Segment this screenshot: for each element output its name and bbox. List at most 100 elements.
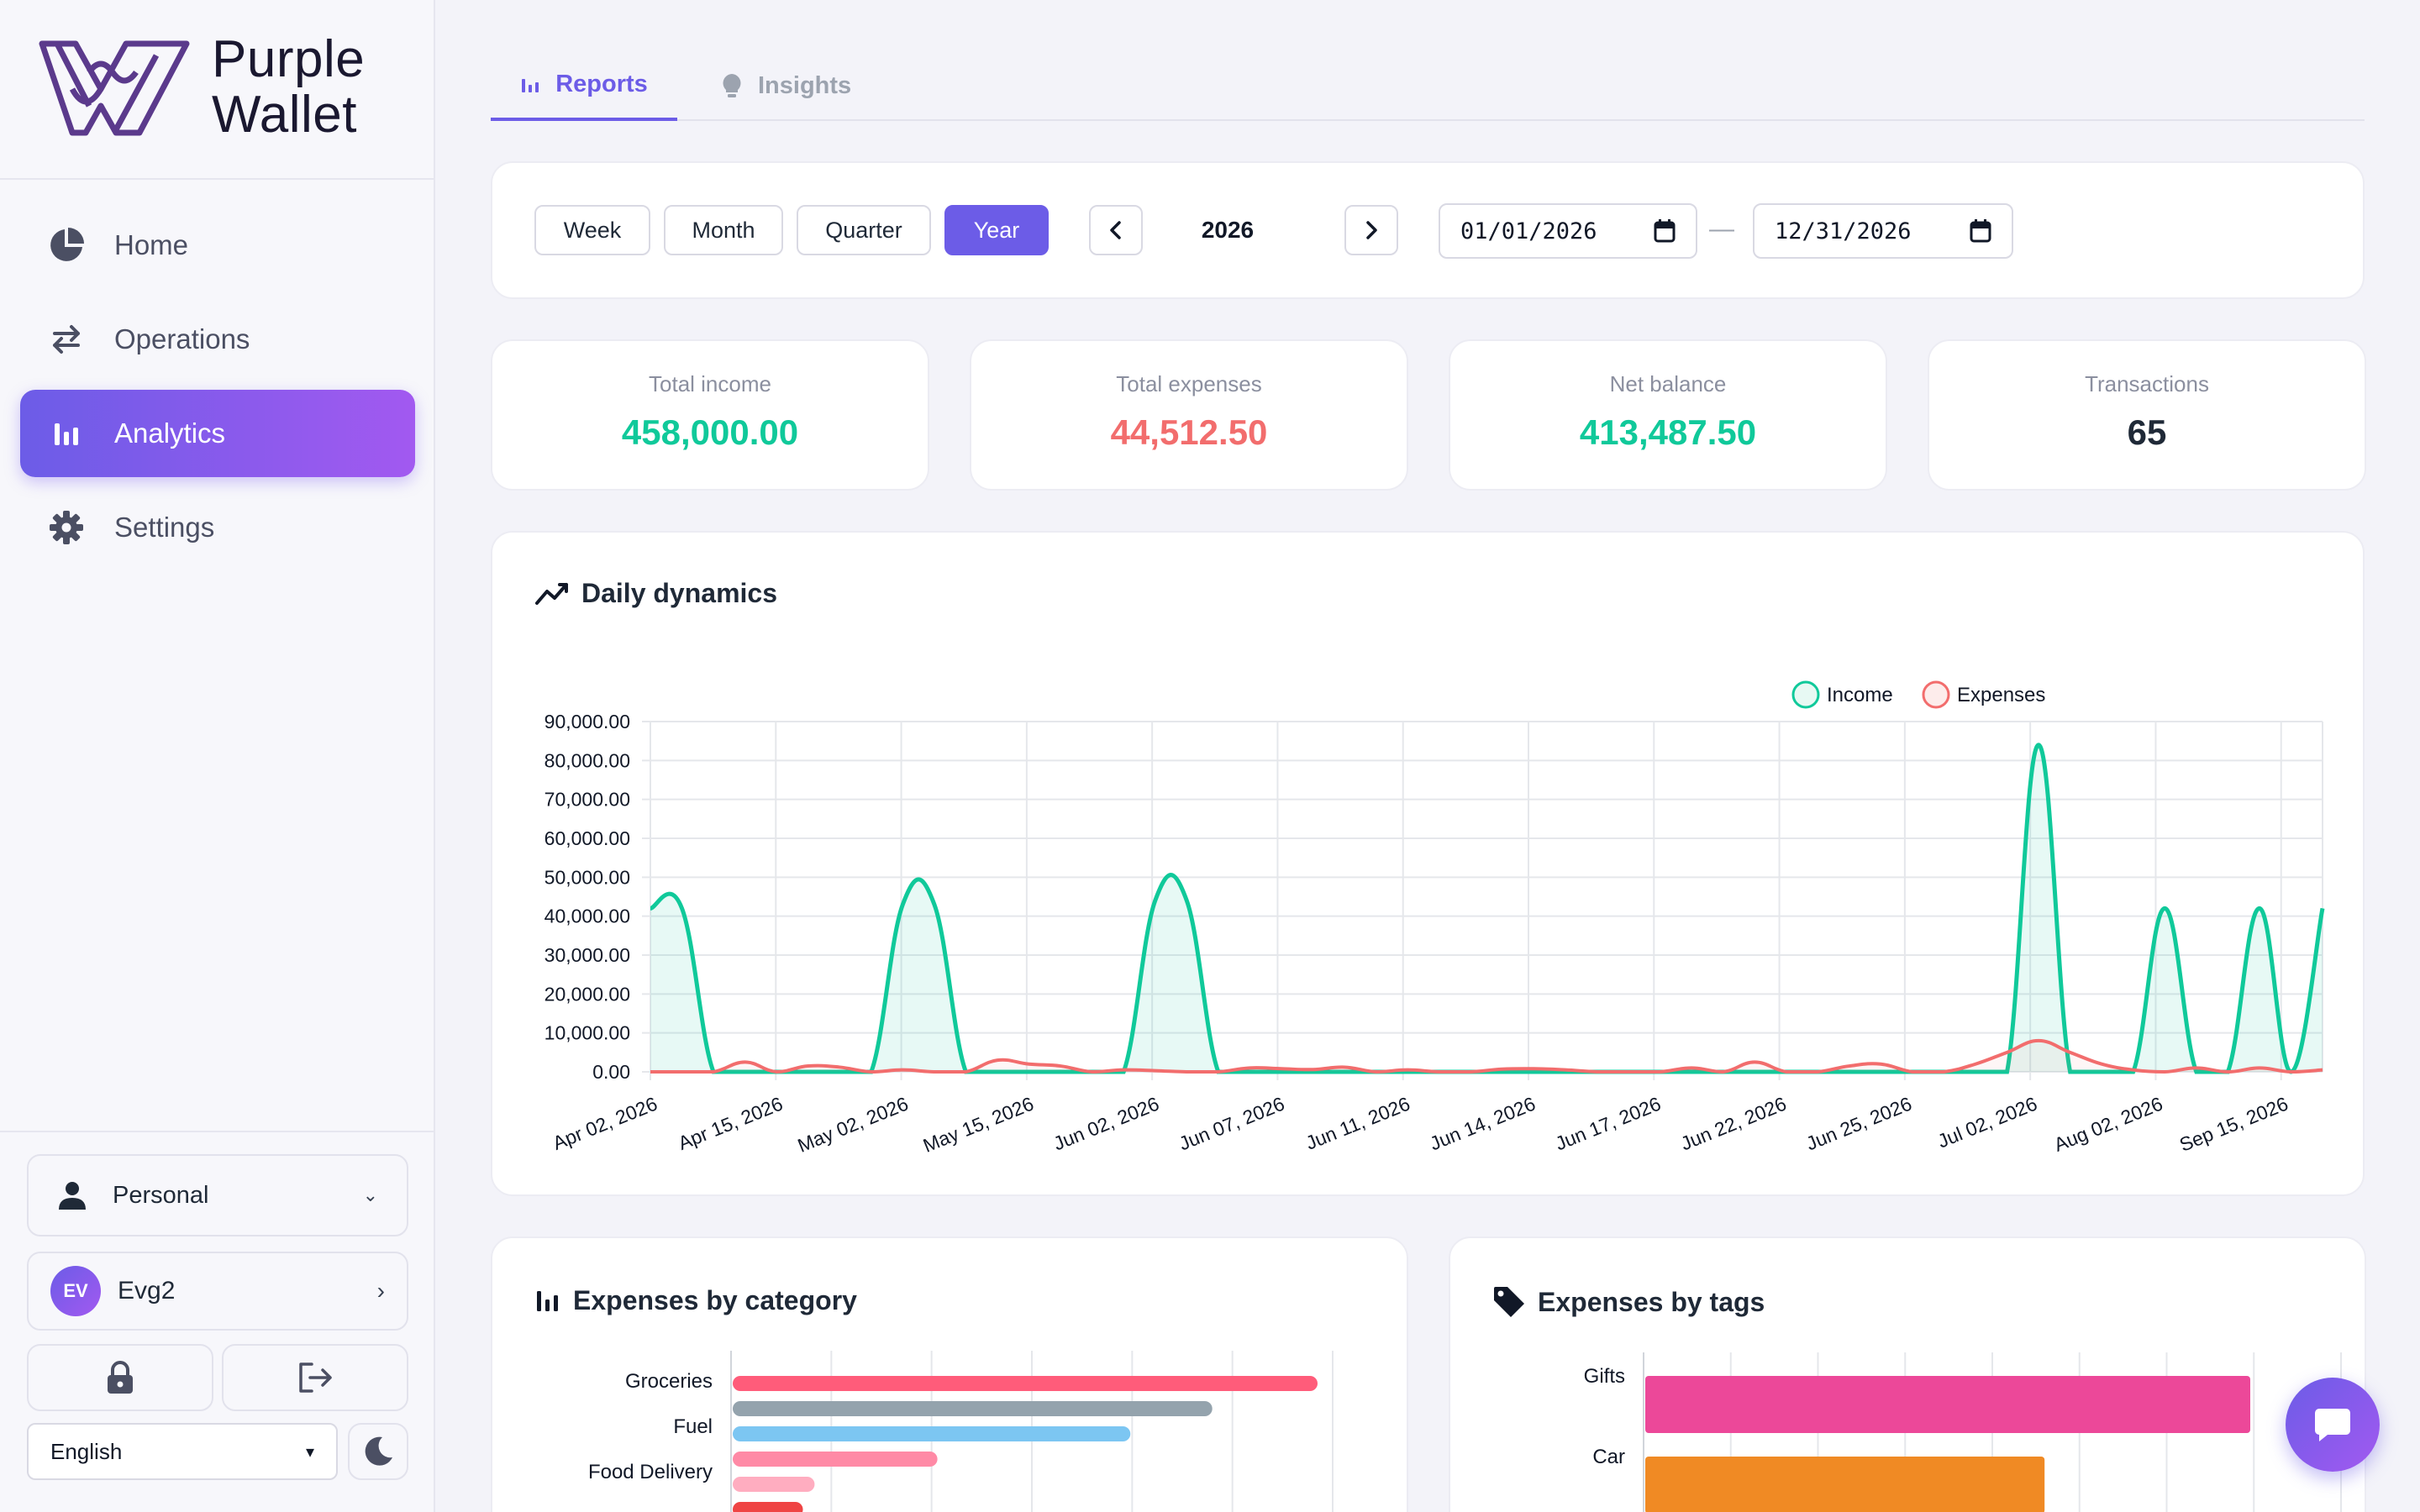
stat-card-transactions: Transactions 65 bbox=[1928, 339, 2366, 491]
app-logo-text: Purple Wallet bbox=[212, 30, 366, 144]
stat-card-net-balance: Net balance 413,487.50 bbox=[1449, 339, 1887, 491]
sidebar-item-analytics[interactable]: Analytics bbox=[20, 390, 415, 477]
y-tick-label: 10,000.00 bbox=[544, 1022, 630, 1044]
x-tick-label: Jun 07, 2026 bbox=[1176, 1093, 1287, 1155]
chevron-right-icon bbox=[1364, 220, 1379, 240]
y-tick-label: 0.00 bbox=[592, 1061, 630, 1083]
stat-value: 458,000.00 bbox=[621, 412, 799, 452]
moon-icon bbox=[362, 1436, 394, 1467]
y-tick-label: 40,000.00 bbox=[544, 906, 630, 927]
y-tick-label: 50,000.00 bbox=[544, 866, 630, 888]
tab-label: Insights bbox=[758, 71, 852, 99]
bar-chart-icon bbox=[534, 1288, 561, 1315]
bar-chart-icon bbox=[520, 74, 540, 94]
daily-dynamics-title: Daily dynamics bbox=[534, 578, 777, 609]
x-tick-label: Jun 14, 2026 bbox=[1427, 1093, 1539, 1155]
user-name: Evg2 bbox=[118, 1277, 176, 1305]
gear-icon bbox=[47, 508, 86, 547]
chat-button[interactable] bbox=[2286, 1378, 2380, 1472]
sidebar-item-settings[interactable]: Settings bbox=[20, 484, 415, 571]
language-select-value: English bbox=[50, 1438, 123, 1464]
x-tick-label: May 02, 2026 bbox=[794, 1093, 911, 1157]
period-year-button[interactable]: Year bbox=[944, 205, 1049, 255]
theme-toggle-button[interactable] bbox=[348, 1423, 408, 1480]
expenses-by-tags-card: Expenses by tags Gifts Car bbox=[1449, 1236, 2366, 1512]
tag-icon bbox=[1492, 1285, 1526, 1319]
chevron-left-icon bbox=[1108, 220, 1123, 240]
bar bbox=[1645, 1457, 2045, 1512]
logout-icon bbox=[297, 1362, 334, 1394]
lock-button[interactable] bbox=[27, 1344, 213, 1411]
sidebar-bottom: Personal ⌄ EV Evg2 › English ▾ bbox=[0, 1131, 435, 1512]
lock-icon bbox=[106, 1361, 134, 1394]
y-tick-label: 60,000.00 bbox=[544, 827, 630, 849]
tab-insights[interactable]: Insights bbox=[721, 50, 872, 121]
daily-dynamics-card: Daily dynamics 0.00 10,000.00 20,000.00 30,… bbox=[491, 531, 2365, 1196]
sidebar-item-home[interactable]: Home bbox=[20, 202, 415, 289]
expenses-by-tags-chart: Gifts Car bbox=[1584, 1352, 2342, 1512]
date-from-input[interactable]: 01/01/2026 bbox=[1439, 203, 1697, 259]
period-quarter-button[interactable]: Quarter bbox=[797, 205, 931, 255]
bar bbox=[733, 1452, 938, 1467]
logout-button[interactable] bbox=[222, 1344, 408, 1411]
profile-select[interactable]: Personal ⌄ bbox=[27, 1154, 408, 1236]
period-week-button[interactable]: Week bbox=[534, 205, 650, 255]
chat-bubble-icon bbox=[2314, 1407, 2351, 1442]
card-title-text: Expenses by tags bbox=[1538, 1286, 1765, 1317]
x-tick-label: Jun 17, 2026 bbox=[1552, 1093, 1664, 1155]
tab-label: Reports bbox=[555, 70, 648, 97]
expenses-by-tags-title: Expenses by tags bbox=[1492, 1285, 1765, 1319]
person-icon bbox=[57, 1181, 87, 1210]
period-month-button[interactable]: Month bbox=[664, 205, 783, 255]
sidebar-nav: Home Operations Analytics Settings bbox=[20, 202, 415, 578]
sidebar: Purple Wallet Home Operations Analytics bbox=[0, 0, 435, 1512]
x-tick-label: Apr 15, 2026 bbox=[675, 1093, 786, 1154]
chevron-down-icon: ▾ bbox=[305, 1442, 314, 1462]
next-period-button[interactable] bbox=[1344, 205, 1398, 255]
bar bbox=[733, 1502, 803, 1512]
chevron-right-icon: › bbox=[376, 1278, 385, 1304]
current-year-label: 2026 bbox=[1201, 217, 1255, 243]
stat-label: Transactions bbox=[2085, 371, 2209, 396]
pie-chart-icon bbox=[47, 226, 86, 265]
series-area-expenses bbox=[650, 1040, 2323, 1072]
date-to-input[interactable]: 12/31/2026 bbox=[1753, 203, 2013, 259]
sidebar-item-label: Operations bbox=[114, 323, 250, 354]
language-select[interactable]: English ▾ bbox=[27, 1423, 338, 1480]
bar bbox=[1645, 1376, 2250, 1433]
sidebar-item-operations[interactable]: Operations bbox=[20, 296, 415, 383]
stat-label: Total income bbox=[649, 371, 771, 396]
legend-marker-expenses bbox=[1922, 680, 1950, 709]
tab-reports[interactable]: Reports bbox=[491, 50, 677, 121]
series-line-expenses bbox=[650, 1038, 2323, 1074]
series-area-income bbox=[650, 744, 2323, 1072]
sidebar-item-label: Home bbox=[114, 229, 189, 260]
calendar-icon bbox=[1654, 219, 1676, 243]
period-selector-card: Week Month Quarter Year 2026 01/01/2026 … bbox=[491, 161, 2365, 299]
calendar-icon bbox=[1970, 219, 1991, 243]
category-label: Food Delivery bbox=[588, 1461, 713, 1483]
stat-label: Total expenses bbox=[1116, 371, 1262, 396]
date-to-value: 12/31/2026 bbox=[1775, 218, 1912, 244]
user-menu[interactable]: EV Evg2 › bbox=[27, 1252, 408, 1331]
chevron-down-icon: ⌄ bbox=[362, 1184, 378, 1205]
x-tick-label: Jun 11, 2026 bbox=[1302, 1093, 1413, 1154]
bar bbox=[733, 1426, 1131, 1441]
series-line-income bbox=[650, 743, 2325, 1074]
x-tick-label: Sep 15, 2026 bbox=[2176, 1093, 2291, 1156]
x-tick-label: Jun 02, 2026 bbox=[1050, 1093, 1162, 1155]
category-label: Car bbox=[1592, 1446, 1625, 1468]
previous-period-button[interactable] bbox=[1089, 205, 1143, 255]
trend-line-icon bbox=[534, 580, 570, 608]
category-label: Fuel bbox=[673, 1415, 713, 1438]
date-range-separator: — bbox=[1709, 215, 1734, 243]
x-tick-label: Jun 22, 2026 bbox=[1677, 1093, 1789, 1155]
lightbulb-icon bbox=[721, 73, 743, 98]
bar-chart-icon bbox=[47, 414, 86, 453]
bar bbox=[733, 1477, 815, 1492]
legend-marker-income bbox=[1791, 680, 1820, 709]
expenses-by-category-title: Expenses by category bbox=[534, 1285, 857, 1316]
legend-label-expenses: Expenses bbox=[1957, 684, 2045, 706]
y-tick-label: 90,000.00 bbox=[544, 711, 630, 732]
stat-card-total-expenses: Total expenses 44,512.50 bbox=[970, 339, 1408, 491]
